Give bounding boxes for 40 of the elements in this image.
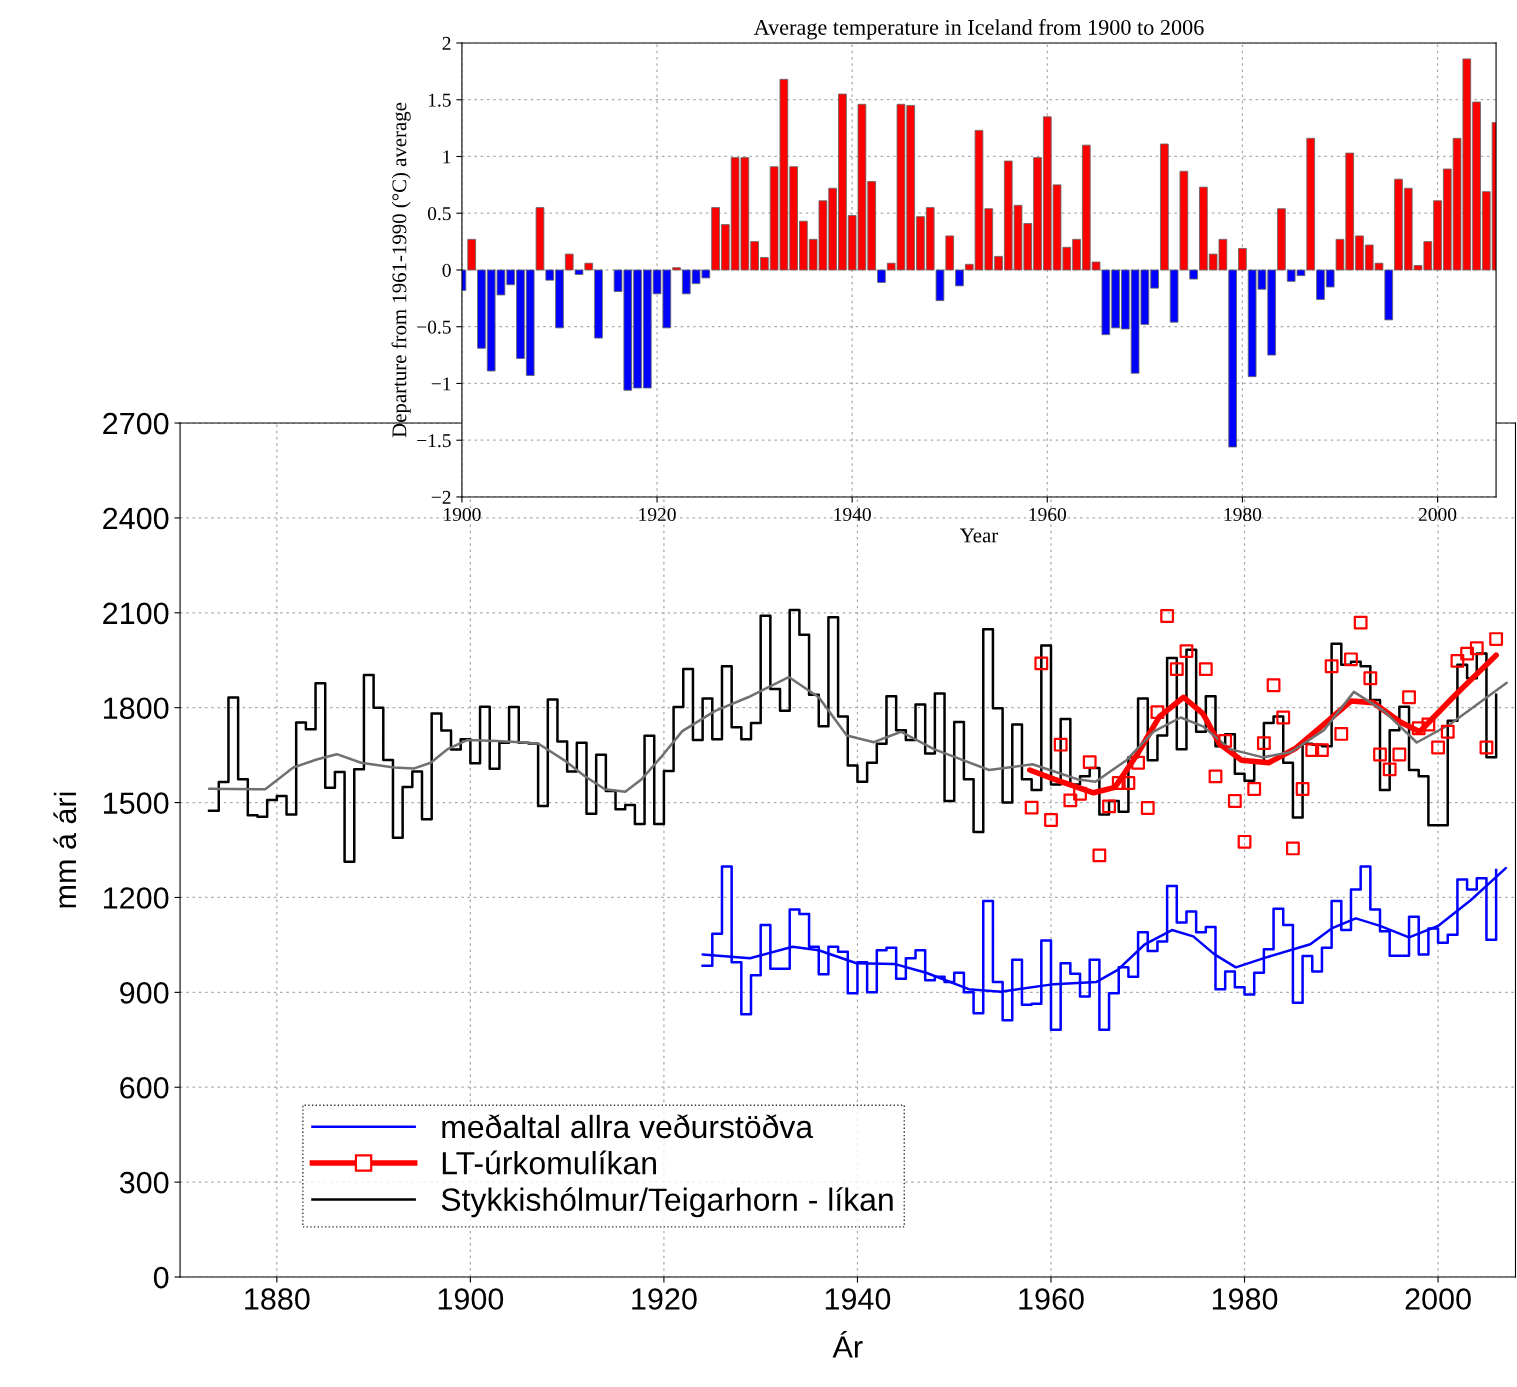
x-tick-label: 1920 [632,1288,697,1310]
legend-label: meðaltal allra veðurstöðva [442,1114,814,1139]
x-tick-label: 1900 [438,1288,504,1310]
y-tick-label: 600 [120,1076,169,1099]
x-tick-label: 1960 [1029,507,1066,522]
y-tick-label: 1500 [104,792,169,814]
x-axis-title: Ár [832,1331,863,1358]
y-tick-label: 1.5 [428,93,451,107]
y-tick-label: 1 [443,150,451,164]
x-tick-label: 1920 [639,507,676,522]
y-tick-label: −2 [431,490,451,504]
y-tick-label: 0 [442,263,451,277]
y-tick-label: −1.5 [417,434,451,448]
x-tick-label: 1980 [1224,507,1262,522]
x-tick-label: 2000 [1418,507,1457,522]
y-tick-label: 0.5 [427,207,451,221]
x-tick-label: 2000 [1405,1288,1471,1310]
x-tick-label: 1900 [444,507,481,522]
y-tick-label: 0 [153,1266,169,1289]
y-tick-label: 2400 [103,507,169,530]
y-tick-label: −0.5 [417,320,451,334]
x-tick-label: 1980 [1212,1288,1278,1310]
y-tick-label: 900 [120,982,169,1004]
y-tick-label: −1 [431,377,451,391]
y-tick-label: 1800 [104,697,169,720]
x-tick-label: 1940 [834,507,871,522]
x-tick-label: 1880 [245,1288,310,1310]
y-tick-label: 2700 [103,412,169,435]
legend-label: LT-úrkomulíkan [442,1150,656,1175]
y-tick-label: 300 [119,1171,169,1194]
legend-label: Stykkishólmur/Teigarhorn - líkan [441,1187,893,1218]
y-axis-title: Departure from 1961-1990 (°C) average [391,102,411,438]
y-tick-label: 2 [442,36,451,50]
y-tick-label: 2100 [103,602,169,625]
x-tick-label: 1940 [825,1288,891,1310]
y-tick-label: 1200 [104,887,169,909]
x-axis-title: Year [960,528,999,543]
x-tick-label: 1960 [1019,1288,1084,1310]
y-axis-title: mm á ári [53,792,77,908]
chart-title: Average temperature in Iceland from 1900 to 2006 [753,19,1204,40]
